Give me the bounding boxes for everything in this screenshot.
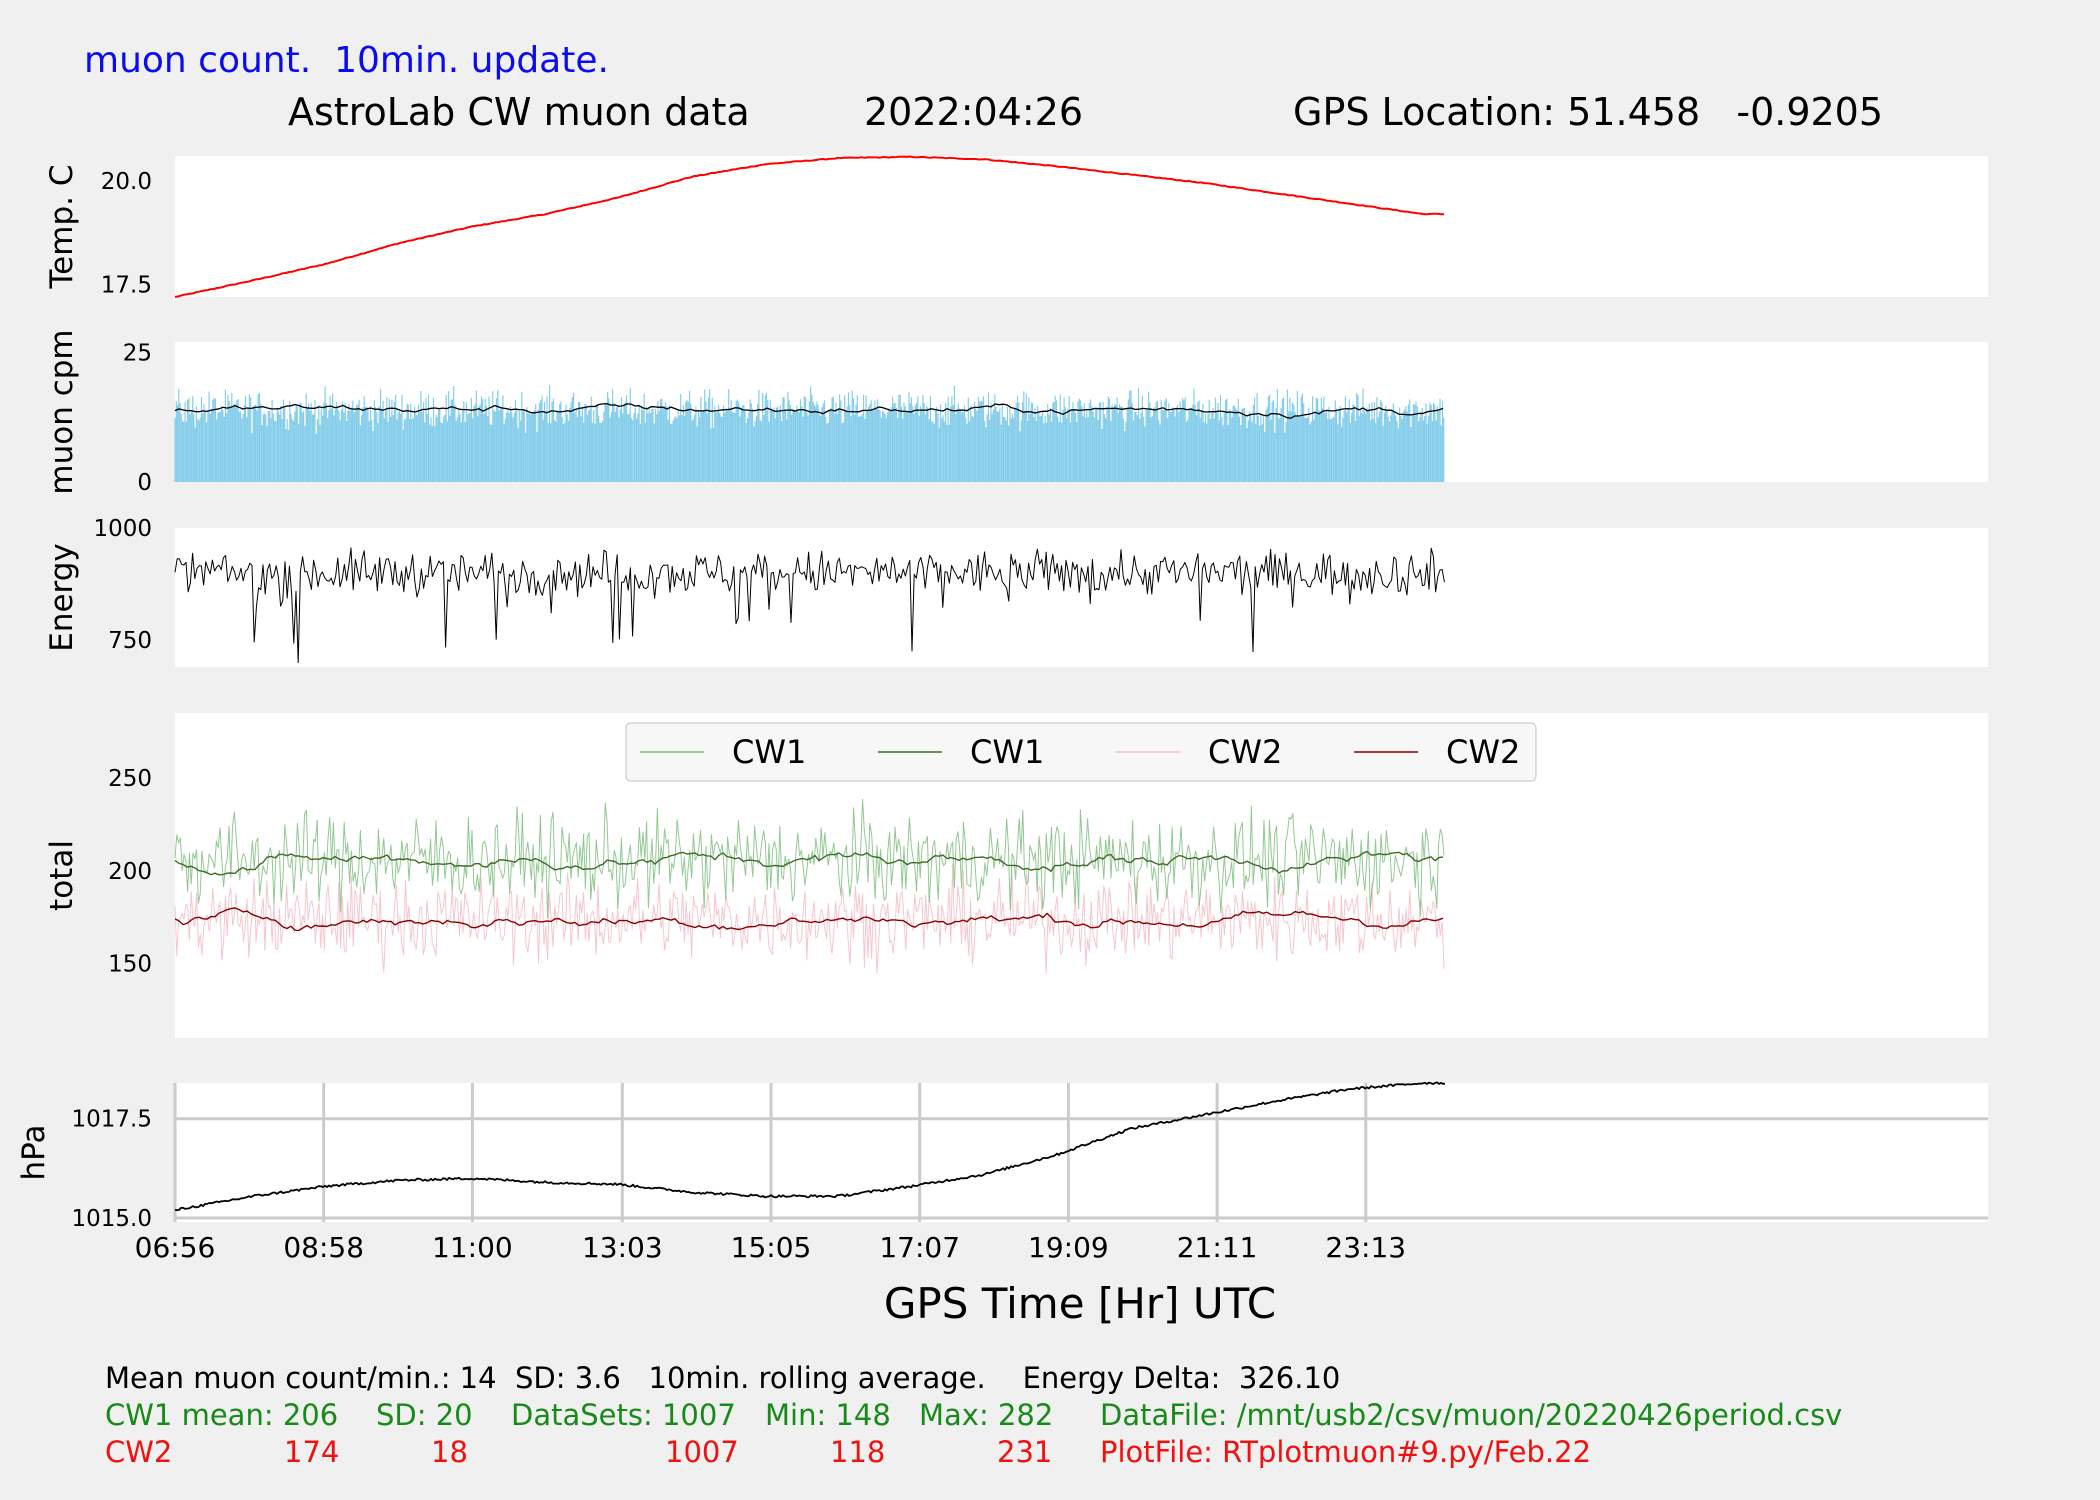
cw1-sd: SD: 20 — [376, 1398, 473, 1432]
cw2-datasets: 1007 — [665, 1435, 739, 1469]
x-tick-label: 06:56 — [135, 1231, 216, 1264]
cw2-max: 231 — [997, 1435, 1053, 1469]
legend-label-3: CW2 — [1208, 733, 1282, 771]
cw2-label: CW2 — [105, 1435, 173, 1469]
temp-panel — [175, 156, 1988, 297]
x-tick-label: 23:13 — [1325, 1231, 1406, 1264]
gps-location: GPS Location: 51.458 -0.9205 — [1293, 90, 1884, 134]
cw2-raw-line — [174, 863, 1445, 974]
energy-line — [174, 547, 1445, 663]
x-tick-label: 13:03 — [582, 1231, 663, 1264]
muon-ylabel: muon cpm — [44, 329, 80, 494]
cw2-min: 118 — [830, 1435, 886, 1469]
total-ytick-label: 200 — [108, 859, 152, 885]
update-note: muon count. 10min. update. — [84, 40, 609, 81]
cw1-mean-label: CW1 mean: 206 — [105, 1398, 339, 1432]
cw2-sd: 18 — [431, 1435, 468, 1469]
x-tick-label: 15:05 — [731, 1231, 812, 1264]
cw2-mean: 174 — [284, 1435, 340, 1469]
legend-label-4: CW2 — [1446, 733, 1520, 771]
temp-ytick-label: 20.0 — [101, 169, 152, 195]
pressure-line — [174, 1081, 1446, 1211]
legend-label-1: CW1 — [732, 733, 806, 771]
data-file: DataFile: /mnt/usb2/csv/muon/20220426per… — [1100, 1398, 1843, 1432]
plot-file: PlotFile: RTplotmuon#9.py/Feb.22 — [1100, 1435, 1592, 1469]
x-tick-label: 19:09 — [1028, 1231, 1109, 1264]
muon-bars — [174, 385, 1445, 482]
x-axis-label: GPS Time [Hr] UTC — [884, 1279, 1276, 1328]
total-ylabel: total — [44, 840, 80, 911]
total-ytick-label: 150 — [108, 952, 152, 978]
cw1-max: Max: 282 — [919, 1398, 1054, 1432]
temp-ytick-label: 17.5 — [101, 273, 152, 299]
legend-label-2: CW1 — [970, 733, 1044, 771]
cw2-average-line — [174, 907, 1444, 932]
stats-summary-line: Mean muon count/min.: 14 SD: 3.6 10min. … — [105, 1361, 1341, 1395]
temp-line — [174, 155, 1445, 298]
energy-panel — [175, 528, 1988, 667]
energy-ytick-label: 750 — [108, 628, 152, 654]
pressure-ylabel: hPa — [16, 1125, 52, 1181]
x-tick-label: 08:58 — [283, 1231, 364, 1264]
total-legend — [625, 722, 1537, 782]
cw1-datasets: DataSets: 1007 — [511, 1398, 736, 1432]
temp-ylabel: Temp. C — [44, 165, 80, 290]
total-ytick-label: 250 — [108, 766, 152, 792]
x-tick-label: 11:00 — [432, 1231, 513, 1264]
muon-ytick-label: 0 — [137, 470, 152, 496]
chart-title: AstroLab CW muon data — [288, 90, 750, 134]
cw1-average-line — [174, 850, 1444, 876]
pressure-ytick-label: 1015.0 — [72, 1206, 152, 1232]
energy-ytick-label: 1000 — [93, 516, 152, 542]
muon-rolling-average — [174, 403, 1444, 419]
x-tick-label: 17:07 — [879, 1231, 960, 1264]
chart-date: 2022:04:26 — [864, 90, 1084, 134]
energy-ylabel: Energy — [44, 543, 80, 652]
pressure-panel — [175, 1083, 1988, 1222]
cw1-min: Min: 148 — [765, 1398, 891, 1432]
x-tick-label: 21:11 — [1177, 1231, 1258, 1264]
pressure-ytick-label: 1017.5 — [72, 1107, 152, 1133]
muon-ytick-label: 25 — [123, 340, 152, 366]
